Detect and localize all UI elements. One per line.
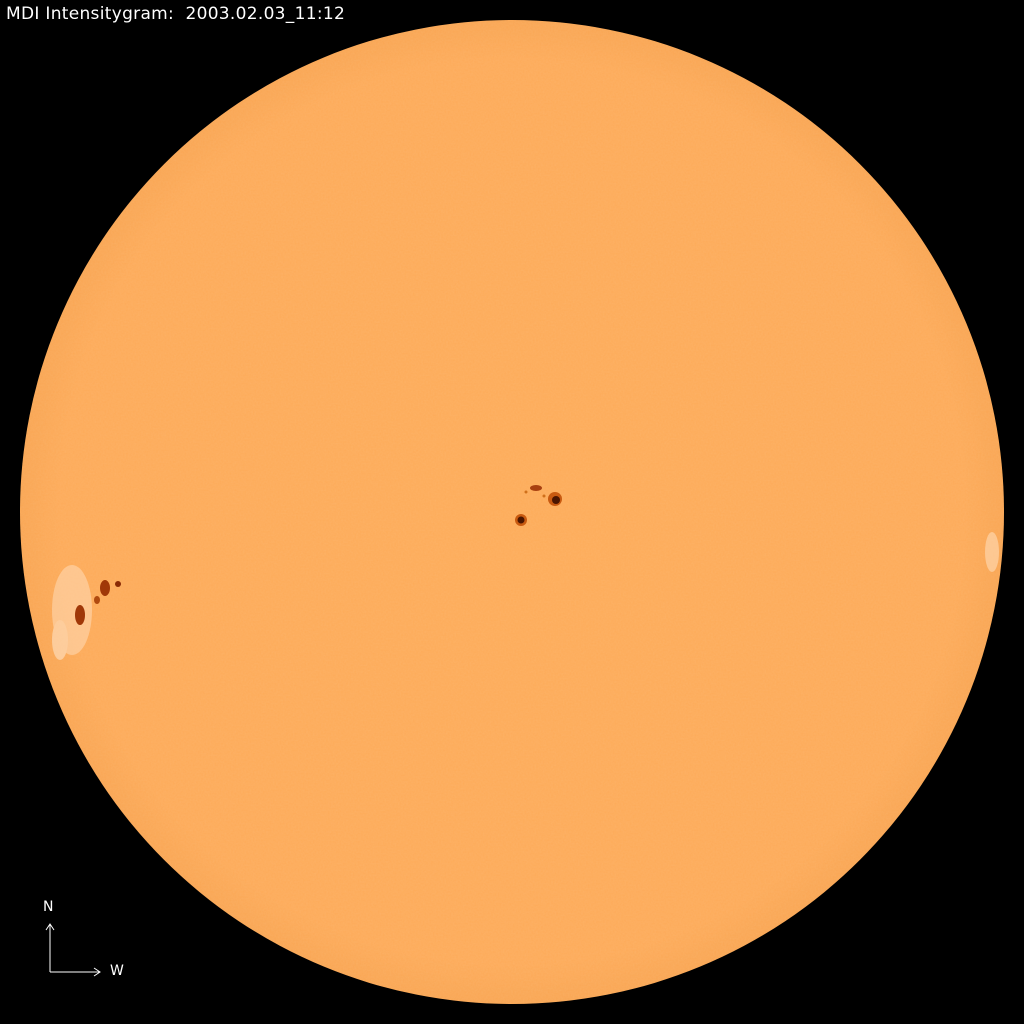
facula-region-east xyxy=(52,565,92,660)
granulation-texture xyxy=(20,20,1004,1004)
compass-arrows xyxy=(45,923,101,977)
image-title: MDI Intensitygram: 2003.02.03_11:12 xyxy=(6,4,346,24)
sunspot-group-east xyxy=(75,580,121,625)
sunspot-group-central xyxy=(515,485,562,526)
compass-north-label: N xyxy=(43,899,54,915)
compass-west-label: W xyxy=(110,963,124,979)
facula-region-west xyxy=(985,532,999,572)
